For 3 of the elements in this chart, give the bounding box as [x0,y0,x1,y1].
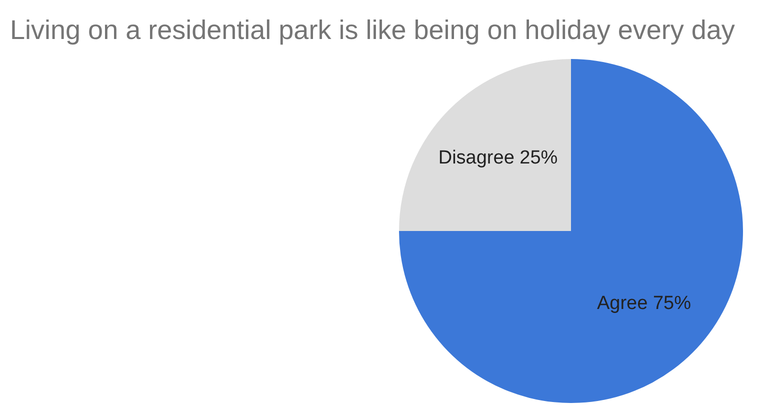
slice-label: Disagree 25% [438,147,558,168]
slice-label: Agree 75% [596,293,692,314]
chart-title: Living on a residential park is like being on holiday every day [10,15,735,45]
